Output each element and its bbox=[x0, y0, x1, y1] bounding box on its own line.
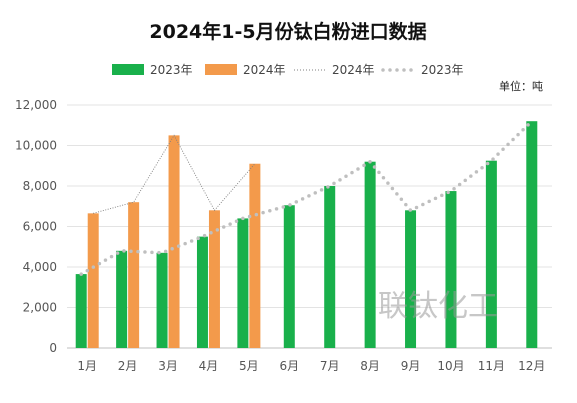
y-tick-label: 12,000 bbox=[15, 98, 57, 112]
bar-2023 bbox=[324, 186, 336, 348]
legend-label-2023-bar: 2023年 bbox=[150, 63, 193, 77]
x-tick-label: 8月 bbox=[360, 359, 380, 373]
chart-title: 2024年1-5月份钛白粉进口数据 bbox=[149, 20, 426, 43]
lines bbox=[79, 119, 534, 276]
bar-2024 bbox=[249, 163, 261, 348]
bar-2023 bbox=[283, 205, 295, 348]
y-tick-label: 0 bbox=[49, 341, 57, 355]
y-axis: 0 2,000 4,000 6,000 8,000 10,000 12,000 bbox=[15, 98, 57, 355]
bar-2024 bbox=[128, 202, 140, 348]
legend-swatch-2023-bar bbox=[112, 64, 144, 75]
x-tick-label: 10月 bbox=[437, 359, 464, 373]
x-tick-label: 2月 bbox=[118, 359, 138, 373]
x-tick-label: 6月 bbox=[279, 359, 299, 373]
bar-2023 bbox=[526, 121, 538, 348]
legend-label-2024-line: 2024年 bbox=[332, 63, 375, 77]
grid bbox=[67, 104, 552, 349]
bar-2023 bbox=[75, 274, 87, 348]
bar-2023 bbox=[445, 191, 457, 348]
x-tick-label: 7月 bbox=[320, 359, 340, 373]
x-tick-label: 9月 bbox=[401, 359, 421, 373]
line-2023 bbox=[79, 119, 534, 276]
y-tick-label: 10,000 bbox=[15, 139, 57, 153]
x-tick-label: 11月 bbox=[478, 359, 505, 373]
bar-2023 bbox=[196, 236, 208, 348]
bar-2023 bbox=[405, 210, 417, 348]
bar-2023 bbox=[485, 160, 497, 348]
y-tick-label: 8,000 bbox=[23, 179, 57, 193]
bar-2024 bbox=[87, 213, 99, 348]
x-tick-label: 4月 bbox=[199, 359, 219, 373]
bar-2023 bbox=[237, 218, 249, 348]
x-tick-label: 12月 bbox=[518, 359, 545, 373]
bars bbox=[75, 121, 538, 348]
legend-label-2024-bar: 2024年 bbox=[243, 63, 286, 77]
bar-2023 bbox=[116, 250, 128, 348]
legend-label-2023-line: 2023年 bbox=[421, 63, 464, 77]
y-tick-label: 4,000 bbox=[23, 260, 57, 274]
bar-2023 bbox=[156, 252, 168, 348]
unit-label: 单位：吨 bbox=[499, 79, 543, 93]
watermark: 联钛化工 bbox=[378, 289, 498, 324]
x-axis: 1月 2月 3月 4月 5月 6月 7月 8月 9月 10月 11月 12月 bbox=[77, 359, 545, 373]
x-tick-label: 3月 bbox=[158, 359, 178, 373]
bar-2024 bbox=[168, 135, 180, 348]
line-2024 bbox=[93, 134, 256, 214]
x-tick-label: 5月 bbox=[239, 359, 259, 373]
bar-2024 bbox=[208, 210, 220, 348]
legend-swatch-2024-bar bbox=[205, 64, 237, 75]
bar-2023 bbox=[364, 161, 376, 348]
y-tick-label: 6,000 bbox=[23, 220, 57, 234]
legend: 2023年 2024年 2024年 2023年 bbox=[112, 63, 464, 77]
x-tick-label: 1月 bbox=[77, 359, 97, 373]
y-tick-label: 2,000 bbox=[23, 301, 57, 315]
